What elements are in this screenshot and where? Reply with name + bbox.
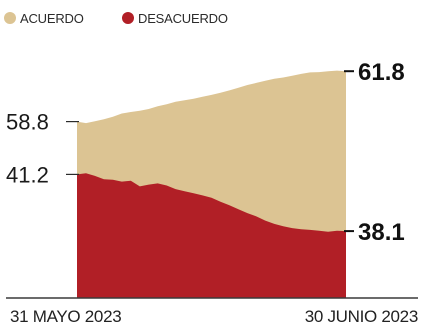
plot-area: [77, 70, 346, 298]
area-desacuerdo: [77, 173, 346, 298]
x-label-start: 31 MAYO 2023: [10, 307, 121, 326]
y-tick-label-41-2: 41.2: [6, 162, 49, 187]
y-tick-label-58-8: 58.8: [6, 110, 49, 135]
end-labels: 61.8 38.1: [344, 59, 405, 246]
legend-label-acuerdo: ACUERDO: [20, 11, 84, 26]
end-label-acuerdo: 61.8: [358, 59, 405, 86]
y-ticks: 58.8 41.2: [6, 110, 79, 187]
legend-label-desacuerdo: DESACUERDO: [138, 11, 228, 26]
end-label-desacuerdo: 38.1: [358, 219, 405, 246]
legend-swatch-desacuerdo: [122, 12, 134, 24]
x-label-end: 30 JUNIO 2023: [305, 307, 418, 326]
legend: ACUERDO DESACUERDO: [4, 11, 228, 26]
legend-swatch-acuerdo: [4, 12, 16, 24]
